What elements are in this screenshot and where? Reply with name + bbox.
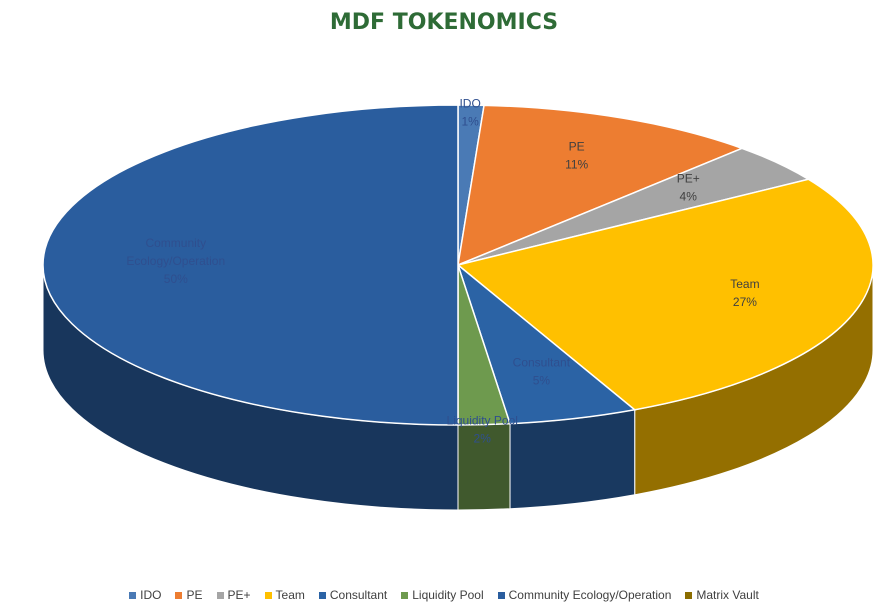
legend-swatch <box>318 591 326 599</box>
legend-swatch <box>175 591 183 599</box>
legend-item-pe: PE+ <box>216 588 251 602</box>
legend-label: Matrix Vault <box>696 588 759 602</box>
slice-team <box>456 178 874 411</box>
pie-side-layer <box>42 264 874 511</box>
legend-item-ido: IDO <box>129 588 161 602</box>
slice-label-liquidity-pool: Liquidity Pool <box>447 414 518 428</box>
legend-swatch <box>497 591 505 599</box>
legend-item-consultant: Consultant <box>318 588 388 602</box>
slice-value-pe: 4% <box>680 190 698 204</box>
legend-swatch <box>401 591 409 599</box>
legend-item-matrix-vault: Matrix Vault <box>685 588 759 602</box>
pie-label-layer: IDO 1% PE 11% PE+ 4% Team 27% Consultant 5% Liquid… <box>126 96 759 445</box>
legend-item-team: Team <box>264 588 305 602</box>
slice-value-community-ecology-operation: 50% <box>164 272 188 286</box>
legend-swatch <box>685 591 693 599</box>
slice-value-consultant: 5% <box>533 374 551 388</box>
legend-item-community-ecology-operation: Community Ecology/Operation <box>497 588 672 602</box>
slice-value-pe: 11% <box>565 157 588 171</box>
slice-side-consultant <box>509 409 636 510</box>
legend-label: PE <box>186 588 203 602</box>
slice-label-pe: PE+ <box>677 172 700 186</box>
legend-label: Team <box>275 588 305 602</box>
chart-title: MDF TOKENOMICS <box>329 10 559 35</box>
legend-label: Liquidity Pool <box>412 588 484 602</box>
legend-swatch <box>216 591 224 599</box>
slice-pe <box>457 104 745 267</box>
legend-label: Community Ecology/Operation <box>508 588 672 602</box>
pie-top-layer <box>42 104 874 426</box>
legend-swatch <box>129 591 137 599</box>
slice-label-community-ecology-operation: Ecology/Operation <box>126 254 225 268</box>
legend-label: IDO <box>140 588 162 602</box>
legend-swatch <box>264 591 272 599</box>
slice-value-liquidity-pool: 2% <box>474 432 492 446</box>
legend-label: Consultant <box>329 588 388 602</box>
legend-item-pe: PE <box>175 588 203 602</box>
slice-label-team: Team <box>730 277 759 291</box>
legend-label: PE+ <box>227 588 251 602</box>
slice-label-pe: PE <box>569 139 585 153</box>
slice-label-ido: IDO <box>459 96 480 110</box>
slice-label-community-ecology-operation: Community <box>145 236 206 250</box>
legend: IDO PE PE+ Team Consultant Liquidity Pool Comm… <box>0 588 888 602</box>
slice-label-consultant: Consultant <box>513 356 571 370</box>
slice-value-ido: 1% <box>461 114 479 128</box>
slice-value-team: 27% <box>733 295 757 309</box>
legend-item-liquidity-pool: Liquidity Pool <box>401 588 484 602</box>
slice-community-ecology-operation <box>42 104 459 426</box>
